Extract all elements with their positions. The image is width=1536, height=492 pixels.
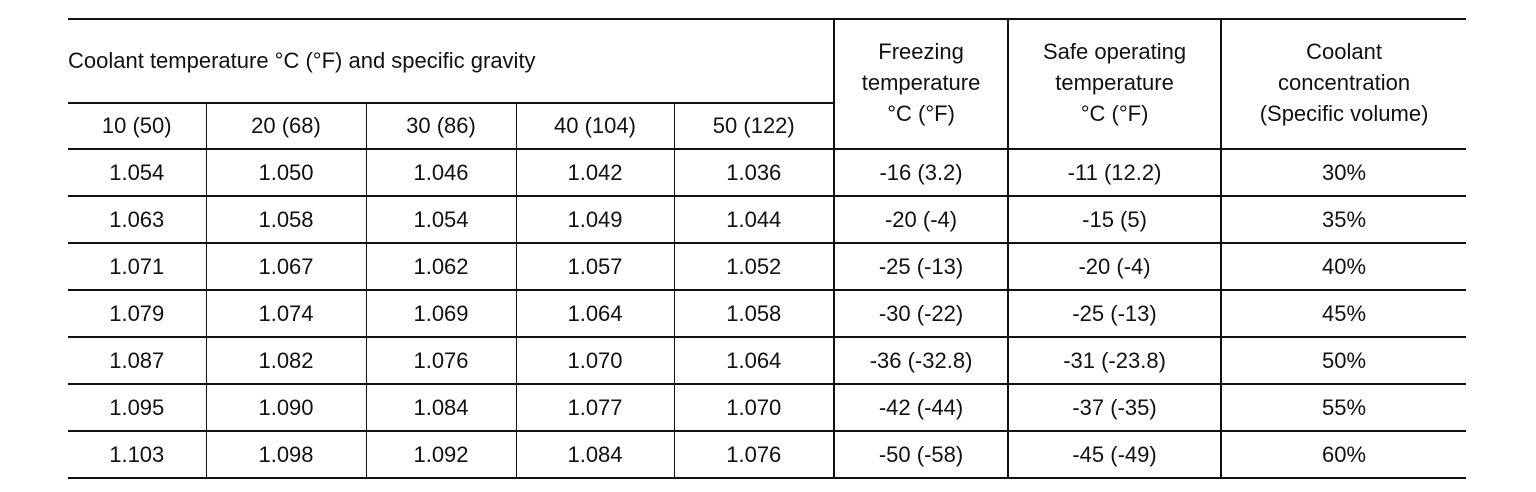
table-cell: 55% (1220, 384, 1467, 432)
table-row: 1.063 1.058 1.054 1.049 1.044 -20 (-4) -… (68, 196, 1467, 244)
table-cell: 1.067 (205, 243, 366, 291)
table-cell: 1.057 (515, 243, 674, 291)
safe-header-line-3: °C (°F) (1080, 101, 1149, 126)
table-cell: 1.062 (365, 243, 516, 291)
coolant-table-container: Coolant temperature °C (°F) and specific… (68, 18, 1467, 479)
table-cell: 1.071 (68, 243, 206, 291)
table-cell: -16 (3.2) (833, 149, 1009, 197)
table-cell: 1.064 (515, 290, 674, 338)
table-cell: -25 (-13) (833, 243, 1009, 291)
table-row: 1.079 1.074 1.069 1.064 1.058 -30 (-22) … (68, 290, 1467, 338)
table-cell: 30% (1220, 149, 1467, 197)
table-cell: -42 (-44) (833, 384, 1009, 432)
coolant-specific-gravity-table: Coolant temperature °C (°F) and specific… (68, 18, 1467, 479)
table-cell: 1.049 (515, 196, 674, 244)
table-cell: 1.092 (365, 431, 516, 479)
table-row: 1.095 1.090 1.084 1.077 1.070 -42 (-44) … (68, 384, 1467, 432)
table-cell: 1.058 (205, 196, 366, 244)
temperature-column-header: 30 (86) (365, 103, 516, 150)
safe-header-line-2: temperature (1055, 70, 1174, 95)
temperature-column-header: 20 (68) (205, 103, 366, 150)
table-row: 1.103 1.098 1.092 1.084 1.076 -50 (-58) … (68, 431, 1467, 479)
table-cell: 40% (1220, 243, 1467, 291)
table-cell: -20 (-4) (833, 196, 1009, 244)
freezing-header-line-1: Freezing (878, 39, 964, 64)
table-cell: 35% (1220, 196, 1467, 244)
table-cell: 1.052 (673, 243, 835, 291)
table-cell: 1.069 (365, 290, 516, 338)
table-cell: 1.084 (365, 384, 516, 432)
concentration-header-line-2: concentration (1278, 70, 1411, 95)
coolant-temperature-group-header: Coolant temperature °C (°F) and specific… (68, 18, 835, 104)
table-cell: 1.082 (205, 337, 366, 385)
table-cell: 1.036 (673, 149, 835, 197)
table-cell: 1.042 (515, 149, 674, 197)
table-cell: -36 (-32.8) (833, 337, 1009, 385)
temperature-column-header: 40 (104) (515, 103, 674, 150)
table-cell: 1.054 (68, 149, 206, 197)
table-cell: 1.076 (365, 337, 516, 385)
coolant-concentration-header: Coolant concentration (Specific volume) (1220, 18, 1467, 150)
table-cell: -11 (12.2) (1007, 149, 1222, 197)
temperature-column-header: 50 (122) (673, 103, 835, 150)
table-cell: 45% (1220, 290, 1467, 338)
header-row-temperatures: 10 (50) 20 (68) 30 (86) 40 (104) 50 (122… (68, 103, 1466, 150)
table-cell: -50 (-58) (833, 431, 1009, 479)
table-cell: 1.076 (673, 431, 835, 479)
concentration-header-line-1: Coolant (1306, 39, 1382, 64)
table-cell: 1.046 (365, 149, 516, 197)
table-row: 1.054 1.050 1.046 1.042 1.036 -16 (3.2) … (68, 149, 1467, 197)
table-cell: 1.050 (205, 149, 366, 197)
table-cell: -20 (-4) (1007, 243, 1222, 291)
temperature-column-header: 10 (50) (68, 103, 206, 150)
table-cell: -15 (5) (1007, 196, 1222, 244)
table-cell: 1.074 (205, 290, 366, 338)
table-cell: 1.079 (68, 290, 206, 338)
table-cell: 50% (1220, 337, 1467, 385)
table-cell: -45 (-49) (1007, 431, 1222, 479)
table-cell: 1.077 (515, 384, 674, 432)
table-cell: 1.084 (515, 431, 674, 479)
table-cell: -25 (-13) (1007, 290, 1222, 338)
table-cell: 1.070 (673, 384, 835, 432)
header-row-top: Coolant temperature °C (°F) and specific… (68, 18, 1467, 150)
table-cell: 1.098 (205, 431, 366, 479)
concentration-header-line-3: (Specific volume) (1259, 101, 1429, 126)
table-cell: 60% (1220, 431, 1467, 479)
freezing-header-line-3: °C (°F) (887, 101, 955, 126)
table-cell: 1.044 (673, 196, 835, 244)
table-row: 1.071 1.067 1.062 1.057 1.052 -25 (-13) … (68, 243, 1467, 291)
table-cell: 1.090 (205, 384, 366, 432)
table-cell: -30 (-22) (833, 290, 1009, 338)
table-cell: 1.103 (68, 431, 206, 479)
table-cell: 1.095 (68, 384, 206, 432)
table-cell: -31 (-23.8) (1007, 337, 1222, 385)
table-cell: 1.054 (365, 196, 516, 244)
table-cell: 1.070 (515, 337, 674, 385)
safe-header-line-1: Safe operating (1042, 39, 1187, 64)
table-body: 1.054 1.050 1.046 1.042 1.036 -16 (3.2) … (68, 149, 1467, 479)
table-cell: 1.087 (68, 337, 206, 385)
table-cell: -37 (-35) (1007, 384, 1222, 432)
table-cell: 1.064 (673, 337, 835, 385)
freezing-temperature-header: Freezing temperature °C (°F) (833, 18, 1009, 150)
freezing-header-line-2: temperature (861, 70, 981, 95)
safe-operating-temperature-header: Safe operating temperature °C (°F) (1007, 18, 1222, 150)
table-row: 1.087 1.082 1.076 1.070 1.064 -36 (-32.8… (68, 337, 1467, 385)
table-cell: 1.058 (673, 290, 835, 338)
table-cell: 1.063 (68, 196, 206, 244)
